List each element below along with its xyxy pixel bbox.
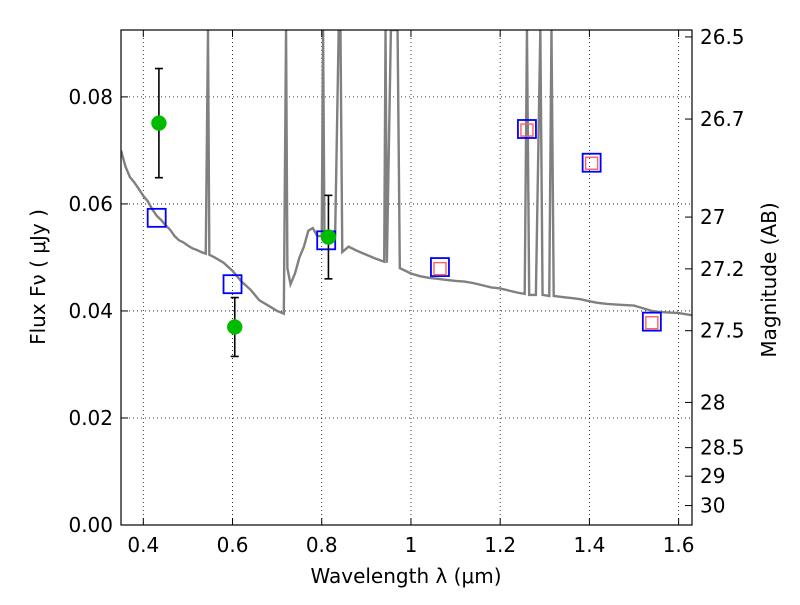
right-y-axis-label: Magnitude (AB): [757, 202, 781, 357]
x-tick-label: 0.6: [217, 533, 249, 557]
x-tick-label: 1.2: [484, 533, 516, 557]
model-photometry-red-square: [520, 123, 534, 137]
axis-ticks: [121, 30, 692, 526]
mag-tick-label: 28.5: [700, 436, 745, 460]
observed-data-point: [227, 319, 243, 335]
model-photometry-blue-square: [430, 257, 450, 277]
mag-tick-label: 28: [700, 390, 725, 414]
x-tick-label: 0.8: [306, 533, 338, 557]
model-photometry-red-square: [433, 261, 447, 276]
model-photometry-blue-square: [517, 119, 537, 139]
mag-tick-label: 26.7: [700, 107, 745, 131]
tick-labels: 0.4 0.6 0.8 1 1.2 1.4 1.6 0.00 0.02 0.04 0.06 0.08 2…: [68, 25, 744, 557]
y-tick-label: 0.06: [68, 192, 113, 216]
observed-data-point: [151, 115, 167, 131]
model-photometry-blue-square: [146, 207, 167, 228]
y-tick-label: 0.02: [68, 406, 113, 430]
x-tick-label: 1.4: [573, 533, 605, 557]
y-tick-label: 0.04: [68, 299, 113, 323]
x-tick-label: 1.6: [663, 533, 695, 557]
mag-tick-label: 29: [700, 464, 725, 488]
mag-tick-label: 30: [700, 494, 725, 518]
mag-tick-label: 27.2: [700, 257, 745, 281]
plot-frame: [120, 29, 693, 526]
model-photometry-blue-square: [222, 274, 243, 295]
spectrum-line-group: [121, 30, 692, 317]
x-tick-label: 0.4: [127, 533, 159, 557]
mag-tick-label: 26.5: [700, 25, 745, 49]
model-photometry-red-square: [584, 156, 599, 170]
x-axis-label: Wavelength λ (μm): [310, 564, 501, 588]
y-tick-label: 0.08: [68, 85, 113, 109]
model-photometry-blue-square: [641, 311, 662, 332]
mag-tick-label: 27: [700, 205, 725, 229]
model-spectrum-line: [121, 30, 692, 317]
model-photometry-red-square: [645, 316, 659, 330]
observed-data-point: [320, 229, 337, 245]
observed-photometry-group: [151, 67, 337, 358]
x-tick-label: 1: [405, 533, 418, 557]
mag-tick-label: 27.5: [700, 319, 745, 343]
y-axis-label: Flux Fν ( μJy ): [26, 209, 50, 345]
grid-lines: [121, 30, 692, 526]
model-photometry-blue-square: [581, 152, 602, 173]
y-tick-label: 0.00: [68, 513, 113, 537]
